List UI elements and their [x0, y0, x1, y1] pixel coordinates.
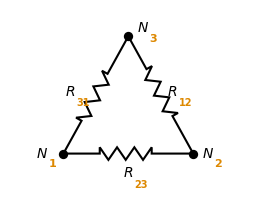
Point [191, 152, 195, 155]
Point [61, 152, 65, 155]
Text: $N$: $N$ [137, 21, 149, 35]
Point [126, 35, 130, 38]
Text: $R$: $R$ [123, 166, 134, 180]
Text: $R$: $R$ [167, 85, 178, 99]
Text: 3: 3 [149, 34, 156, 44]
Text: 1: 1 [48, 160, 56, 169]
Text: 12: 12 [179, 98, 192, 108]
Text: 31: 31 [76, 98, 90, 108]
Text: 23: 23 [135, 180, 148, 190]
Text: $N$: $N$ [37, 147, 48, 161]
Text: $N$: $N$ [202, 147, 214, 161]
Text: 2: 2 [214, 160, 222, 169]
Text: $R$: $R$ [64, 85, 75, 99]
